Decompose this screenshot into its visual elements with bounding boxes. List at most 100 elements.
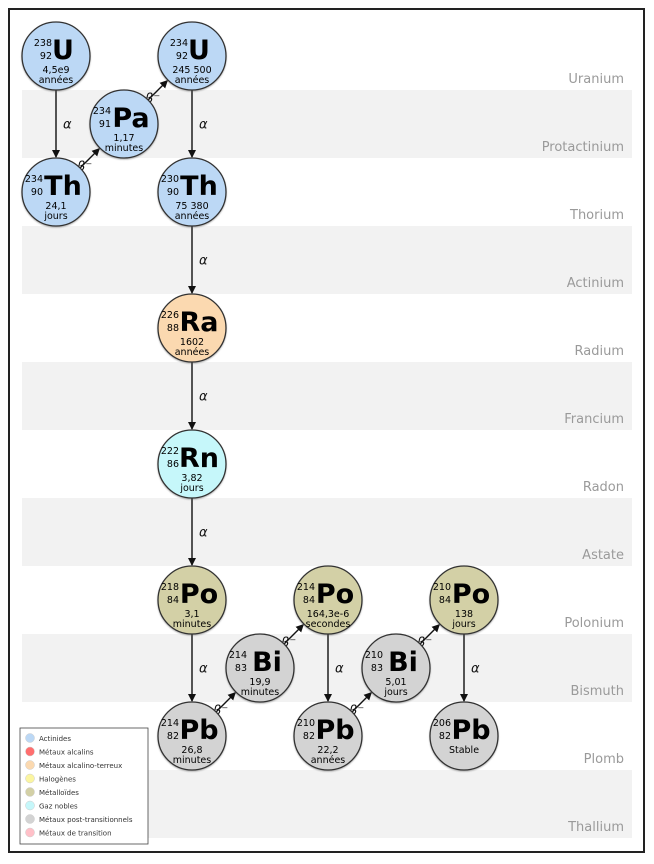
legend-label: Métalloïdes [39,789,79,797]
nuclide-symbol: Po [316,579,354,610]
row-label: Plomb [584,752,624,767]
mass-number: 226 [161,310,179,321]
row-label: Protactinium [542,140,624,155]
half-life-value: 245 500 [172,65,211,76]
row-label: Uranium [568,72,624,87]
half-life-unit: minutes [173,755,212,766]
decay-arrow [79,148,100,169]
atomic-number: 84 [303,595,315,606]
row-band [22,634,632,702]
nuclide-nodes: U238924,5e9annéesTh2349024,1joursPa23491… [21,21,499,771]
legend-swatch [25,746,35,757]
half-life-unit: minutes [105,143,144,154]
half-life-unit: années [39,75,74,86]
mass-number: 238 [34,38,52,49]
decay-type-label: α [335,662,344,677]
row-band [22,498,632,566]
legend-swatch [25,760,35,770]
nuclide-circle [157,701,227,771]
legend-label: Gaz nobles [39,803,78,811]
half-life-unit: jours [43,211,67,222]
decay-type-label: α [199,526,208,541]
nuclide-symbol: Bi [252,647,282,678]
mass-number: 210 [297,718,315,729]
mass-number: 222 [161,446,179,457]
half-life-unit: années [175,211,210,222]
row-label: Bismuth [570,684,624,699]
decay-arrow [147,80,168,101]
row-label: Thallium [567,820,624,835]
half-life-value: 1602 [180,337,204,348]
half-life-unit: minutes [173,619,212,630]
atomic-number: 90 [167,187,179,198]
legend-label: Halogènes [39,776,76,784]
nuclide-circle [225,633,295,703]
legend-swatch [25,733,35,743]
atomic-number: 82 [167,731,179,742]
atomic-number: 90 [31,187,43,198]
nuclide-symbol: Ra [179,307,218,338]
mass-number: 230 [161,174,179,185]
legend-label: Métaux alcalino-terreux [39,762,122,770]
nuclide-symbol: Th [44,171,82,202]
nuclide-circle [157,429,227,499]
legend-swatch [25,773,35,784]
row-band [22,226,632,294]
nuclide-symbol: Rn [179,443,219,474]
half-life-value: 3,82 [181,473,202,484]
row-label: Radium [575,344,624,359]
nuclide-circle [293,565,363,635]
row-band [22,362,632,430]
nuclide-circle [157,157,227,227]
atomic-number: 91 [99,119,111,130]
mass-number: 234 [93,106,111,117]
half-life-value: 164,3e-6 [307,609,350,620]
half-life-unit: années [175,347,210,358]
half-life-value: 75 380 [175,201,208,212]
atomic-number: 83 [371,663,383,674]
decay-type-label: α [199,662,208,677]
legend-label: Métaux de transition [39,830,112,838]
legend-swatch [25,800,35,811]
atomic-number: 83 [235,663,247,674]
nuclide-symbol: Th [180,171,218,202]
legend-label: Métaux alcalins [39,749,94,757]
legend-swatch [25,814,35,824]
nuclide-symbol: Pa [112,103,149,134]
half-life-unit: jours [451,619,475,630]
atomic-number: 84 [167,595,179,606]
nuclide-circle [429,565,499,635]
legend-swatch [25,787,35,797]
nuclide-circle [361,633,431,703]
decay-type-label: α [199,254,208,269]
half-life-value: Stable [449,745,479,756]
mass-number: 234 [25,174,43,185]
atomic-number: 88 [167,323,179,334]
legend-label: Métaux post-transitionnels [39,816,133,824]
half-life-unit: secondes [306,619,351,630]
half-life-value: 22,2 [317,745,338,756]
decay-type-label: α [199,118,208,133]
frame-border [8,8,645,853]
nuclide-symbol: Pb [451,715,490,746]
legend: Actinides Métaux alcalins Métaux alcalino-… [19,727,149,845]
decay-arrow [351,692,372,713]
nuclide-circle [429,701,499,771]
half-life-unit: années [311,755,346,766]
row-label: Astate [582,548,624,563]
half-life-value: 1,17 [113,133,134,144]
mass-number: 210 [365,650,383,661]
